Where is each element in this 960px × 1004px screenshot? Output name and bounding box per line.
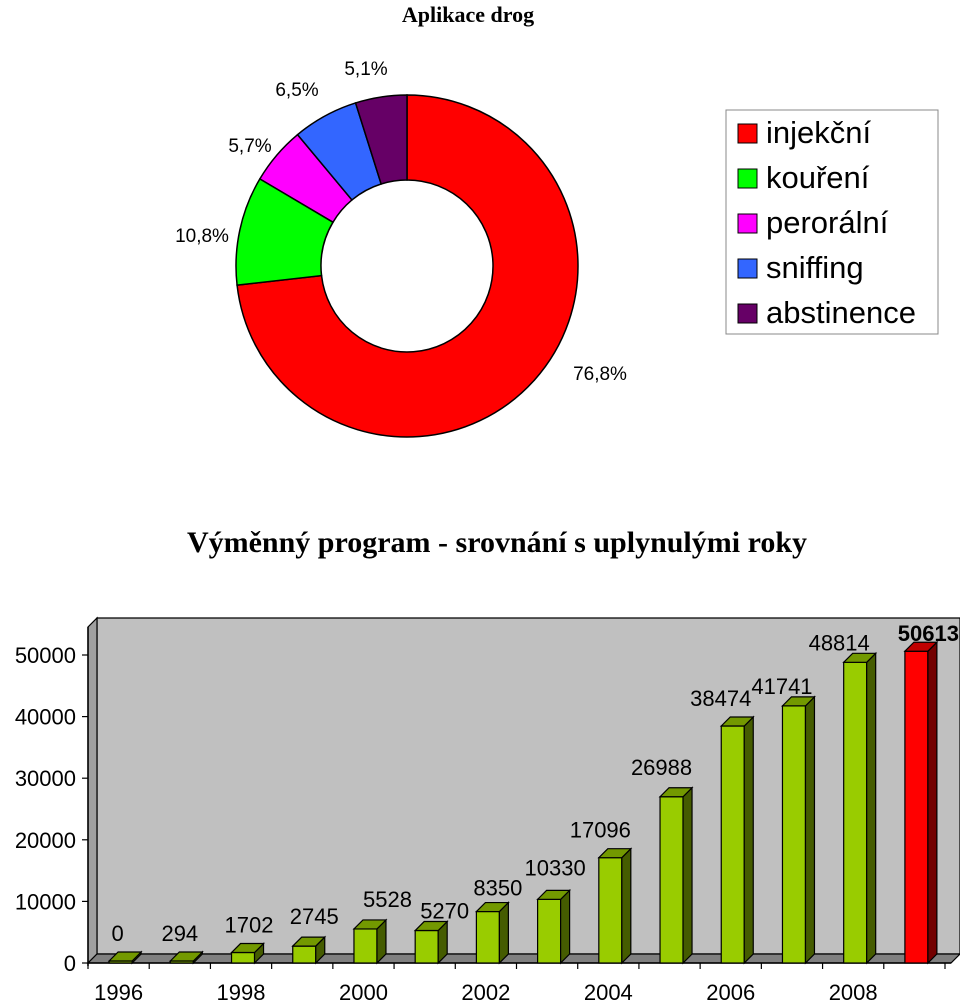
donut-value-labels: 76,8% 10,8% 5,7% 6,5% 5,1% xyxy=(175,59,627,385)
bar-2008 xyxy=(842,651,878,965)
bar-value-label: 26988 xyxy=(631,755,692,780)
y-tick-label: 10000 xyxy=(15,889,76,914)
bar-value-label: 2745 xyxy=(290,904,339,929)
y-tick-label: 30000 xyxy=(15,766,76,791)
donut-value-label: 10,8% xyxy=(175,226,229,247)
legend-swatch xyxy=(737,303,758,324)
floor xyxy=(86,953,960,964)
bar-1999 xyxy=(291,935,327,965)
chart-back-wall xyxy=(86,616,960,965)
legend-label: perorální xyxy=(766,205,889,240)
donut-slice-injekční xyxy=(236,94,579,438)
bar-2006 xyxy=(719,715,755,965)
bar-2004 xyxy=(597,847,633,965)
side-wall xyxy=(87,616,98,965)
legend-swatch xyxy=(737,123,758,144)
pie-chart-title: Aplikace drog xyxy=(402,2,534,27)
bar-2000 xyxy=(352,918,388,965)
bar-chart-title: Výměnný program - srovnání s uplynulými … xyxy=(187,526,807,559)
donut-value-label: 76,8% xyxy=(573,364,627,385)
bar-1997 xyxy=(168,950,204,965)
bar-2003 xyxy=(536,888,572,965)
bar-value-label: 48814 xyxy=(809,630,870,655)
bar-value-label: 5270 xyxy=(420,899,469,924)
legend-label: injekční xyxy=(766,115,871,150)
y-tick-label: 20000 xyxy=(15,828,76,853)
legend-swatch xyxy=(737,258,758,279)
x-tick-label: 2002 xyxy=(461,980,510,1004)
legend-label: abstinence xyxy=(766,295,916,330)
legend-swatch xyxy=(737,168,758,189)
y-tick-label: 50000 xyxy=(15,643,76,668)
legend-swatch xyxy=(737,213,758,234)
bar-2005 xyxy=(658,786,694,965)
x-tick-label: 1996 xyxy=(94,980,143,1004)
bar-value-label: 0 xyxy=(111,921,123,946)
x-tick-label: 2008 xyxy=(829,980,878,1004)
pie-legend: injekční kouření perorální sniffing abstinen… xyxy=(725,109,939,335)
bar-value-label: 50613 xyxy=(898,621,959,646)
bar-2007 xyxy=(781,695,816,965)
donut-value-label: 5,7% xyxy=(228,136,271,157)
legend-label: kouření xyxy=(766,160,870,195)
y-tick-label: 40000 xyxy=(15,705,76,730)
donut-chart xyxy=(235,94,579,438)
donut-slice-abstinence xyxy=(354,94,408,185)
bar-1996 xyxy=(107,950,143,965)
bar-value-label: 38474 xyxy=(690,686,751,711)
bar-axes: 0 10000 20000 30000 40000 50000 1996 1998 2000 20… xyxy=(15,627,951,1004)
bar-2009 xyxy=(903,640,939,965)
bar-value-label: 5528 xyxy=(363,887,412,912)
bar-series xyxy=(107,640,939,965)
bar-value-label: 10330 xyxy=(525,855,586,880)
donut-value-label: 6,5% xyxy=(275,80,318,101)
bar-2002 xyxy=(474,901,510,965)
legend-label: sniffing xyxy=(766,250,864,285)
donut-value-label: 5,1% xyxy=(344,59,387,80)
bar-2001 xyxy=(413,920,449,965)
bar-value-label: 294 xyxy=(161,921,198,946)
back-wall xyxy=(96,617,960,955)
legend-box xyxy=(725,109,939,335)
bar-value-label: 1702 xyxy=(225,913,274,938)
bar-value-label: 41741 xyxy=(751,674,812,699)
bar-value-label: 17096 xyxy=(570,818,631,843)
x-tick-label: 1998 xyxy=(217,980,266,1004)
x-tick-label: 2000 xyxy=(339,980,388,1004)
x-tick-label: 2006 xyxy=(706,980,755,1004)
x-tick-label: 2004 xyxy=(584,980,633,1004)
y-tick-label: 0 xyxy=(64,951,76,976)
bar-value-label: 8350 xyxy=(473,876,522,901)
bar-1998 xyxy=(230,942,265,965)
